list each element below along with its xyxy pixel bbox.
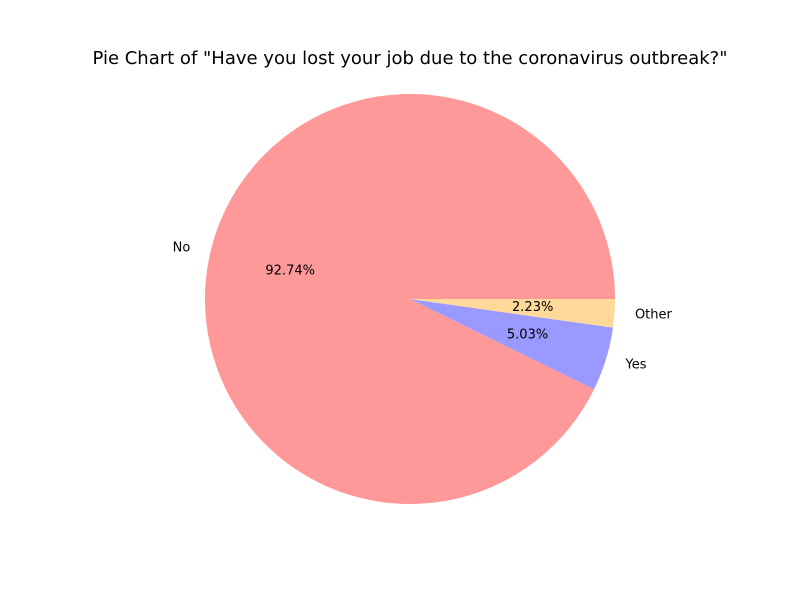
pie-slice-no	[204, 93, 615, 504]
slice-percent-yes: 5.03%	[507, 328, 548, 343]
chart-title: Pie Chart of "Have you lost your job due…	[92, 48, 727, 69]
slice-label-yes: Yes	[625, 358, 647, 373]
slice-label-no: No	[173, 241, 191, 256]
pie-slices	[204, 93, 615, 504]
slice-percent-other: 2.23%	[512, 300, 553, 315]
slice-label-other: Other	[635, 307, 673, 322]
pie-labels: No 92.74% Yes 5.03% Other 2.23%	[173, 241, 673, 373]
slice-percent-no: 92.74%	[265, 264, 315, 279]
pie-slice-yes	[410, 299, 613, 390]
pie-slice-other	[410, 299, 615, 328]
